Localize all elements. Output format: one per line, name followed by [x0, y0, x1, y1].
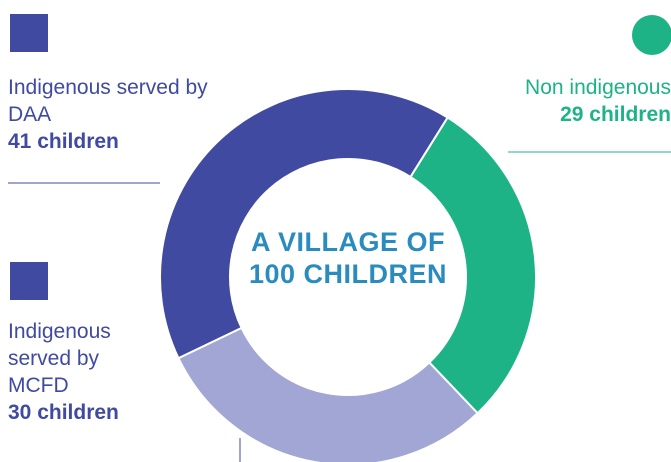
category-label: Indigenous served by MCFD	[8, 320, 111, 397]
category-label: Indigenous served by DAA	[8, 76, 208, 126]
donut-segment	[159, 88, 450, 360]
label-daa: Indigenous served by DAA 41 children	[8, 74, 233, 155]
center-text: A VILLAGE OF 100 CHILDREN	[248, 227, 448, 289]
donut-segment	[177, 326, 480, 462]
label-mcfd: Indigenous served by MCFD 30 children	[8, 318, 158, 426]
legend-icon	[10, 14, 48, 52]
donut-segment	[409, 116, 537, 415]
value-label: 30 children	[8, 401, 119, 424]
value-label: 29 children	[560, 103, 671, 126]
value-label: 41 children	[8, 130, 119, 153]
category-label: Non indigenous	[525, 76, 671, 99]
label-non-indigenous: Non indigenous 29 children	[471, 74, 671, 128]
legend-icon	[632, 15, 671, 55]
legend-icon	[10, 262, 48, 300]
